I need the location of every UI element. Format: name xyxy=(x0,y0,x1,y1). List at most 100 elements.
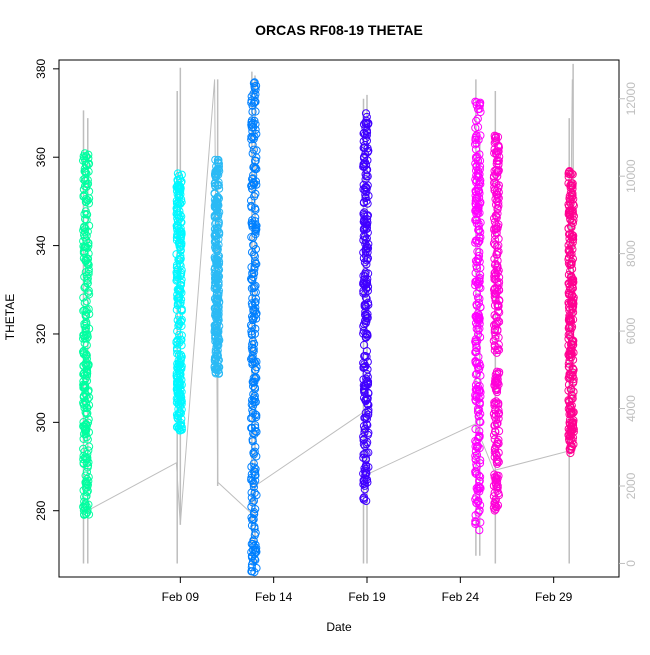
data-point xyxy=(80,321,89,331)
data-point xyxy=(213,247,222,256)
data-point xyxy=(471,425,480,434)
data-point xyxy=(564,241,573,250)
data-point xyxy=(473,152,482,162)
data-point xyxy=(176,210,185,220)
data-point xyxy=(211,228,220,237)
data-point xyxy=(492,136,501,145)
data-point xyxy=(211,275,220,284)
data-point xyxy=(474,236,484,246)
data-point xyxy=(472,438,481,447)
data-point xyxy=(248,316,257,325)
data-point xyxy=(363,254,372,263)
data-point xyxy=(172,338,181,347)
data-point xyxy=(177,331,186,340)
y-right-tick-label: 6000 xyxy=(624,317,638,344)
data-point xyxy=(490,292,499,301)
data-point xyxy=(474,412,483,421)
data-point xyxy=(82,459,91,468)
data-point xyxy=(79,331,88,340)
data-point xyxy=(250,252,259,261)
data-point xyxy=(363,199,372,208)
data-point xyxy=(250,299,259,308)
data-point xyxy=(566,332,575,341)
data-point xyxy=(360,481,369,490)
data-point xyxy=(495,427,504,436)
data-point xyxy=(564,324,573,333)
data-point xyxy=(82,404,91,413)
data-point xyxy=(493,141,503,151)
data-point xyxy=(475,283,484,292)
data-point xyxy=(177,364,186,373)
data-point xyxy=(565,202,574,211)
data-point xyxy=(247,423,256,432)
data-point xyxy=(567,217,576,226)
data-point xyxy=(471,135,480,144)
data-point xyxy=(212,244,221,253)
data-point xyxy=(363,372,372,381)
data-point xyxy=(213,295,222,304)
data-point xyxy=(476,284,485,293)
data-point xyxy=(248,406,257,415)
data-point xyxy=(493,268,502,277)
data-point xyxy=(474,482,483,491)
data-point xyxy=(79,458,88,468)
data-point xyxy=(473,382,483,392)
data-point xyxy=(492,242,501,251)
data-point xyxy=(82,409,91,419)
data-point xyxy=(176,190,185,199)
data-point xyxy=(175,292,184,301)
data-point xyxy=(564,259,574,268)
data-point xyxy=(248,107,257,116)
data-point xyxy=(475,314,484,323)
data-point xyxy=(172,385,182,395)
data-point xyxy=(79,156,88,165)
data-point xyxy=(249,515,258,524)
data-point xyxy=(472,313,481,322)
flight-series-rf11 xyxy=(247,78,261,577)
data-point xyxy=(84,446,93,455)
data-point xyxy=(565,370,574,379)
data-point xyxy=(250,398,259,407)
data-point xyxy=(474,219,483,228)
flight-series-rf12 xyxy=(359,109,373,506)
data-point xyxy=(359,287,368,296)
data-point xyxy=(493,384,502,393)
data-point xyxy=(565,356,574,365)
data-point xyxy=(493,439,502,449)
data-point xyxy=(80,228,90,237)
data-point xyxy=(490,186,499,195)
data-point xyxy=(249,241,258,250)
data-point xyxy=(175,330,184,339)
data-point xyxy=(471,385,480,394)
data-point xyxy=(359,450,368,459)
data-point xyxy=(360,159,369,169)
data-point xyxy=(360,128,369,138)
data-point xyxy=(360,449,369,458)
data-point xyxy=(476,484,485,493)
data-point xyxy=(493,247,502,256)
data-point xyxy=(84,361,93,370)
data-point xyxy=(494,166,503,175)
data-point xyxy=(210,282,220,291)
data-point xyxy=(361,170,370,179)
data-point xyxy=(364,410,373,419)
data-point xyxy=(174,171,184,180)
data-point xyxy=(474,433,483,442)
data-point xyxy=(493,204,502,213)
data-point xyxy=(176,281,185,290)
data-point xyxy=(490,284,499,293)
data-point xyxy=(175,424,184,433)
data-point xyxy=(492,471,501,480)
data-point xyxy=(247,502,256,511)
data-point xyxy=(361,362,370,371)
data-point xyxy=(248,396,257,405)
data-point xyxy=(83,505,92,514)
data-point xyxy=(175,399,184,409)
data-point xyxy=(172,344,182,353)
data-point xyxy=(248,149,257,158)
data-point xyxy=(249,541,258,551)
data-point xyxy=(173,316,182,325)
data-point xyxy=(490,225,499,235)
data-point xyxy=(212,210,221,220)
data-point xyxy=(214,369,223,378)
